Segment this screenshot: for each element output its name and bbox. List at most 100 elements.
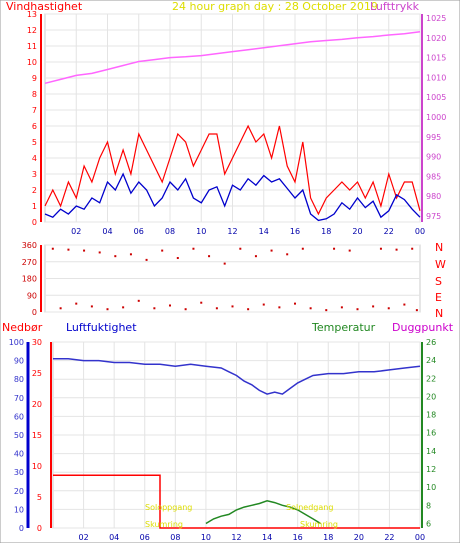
dir-point (129, 253, 132, 256)
humidity-line (53, 357, 421, 395)
temperature-label: Temperatur (311, 321, 376, 334)
dir-point (411, 247, 414, 250)
compass-e: E (435, 291, 442, 304)
bottom-x-tick-label: 18 (323, 533, 333, 542)
humidity-tick-label: 60 (14, 412, 24, 421)
dir-point (356, 308, 359, 311)
bottom-x-tick-label: 12 (231, 533, 241, 542)
temp-tick-label: 14 (426, 447, 436, 456)
bottom-x-tick-label: 04 (109, 533, 119, 542)
dir-point (403, 303, 406, 306)
dir-point (333, 247, 336, 250)
pressure-line (44, 31, 421, 85)
pressure-tick-label: 1015 (426, 54, 446, 63)
precip-tick-label: 0 (37, 524, 42, 533)
dir-point (67, 248, 70, 251)
top-x-tick-label: 06 (134, 227, 144, 236)
dir-point (90, 305, 93, 308)
humidity-tick-label: 40 (14, 450, 24, 459)
dir-point (145, 258, 148, 261)
pressure-tick-label: 980 (426, 192, 441, 201)
dir-point (395, 248, 398, 251)
compass-s: S (435, 275, 442, 288)
dir-point (98, 251, 101, 254)
dir-point (208, 255, 211, 258)
dir-point (387, 307, 390, 310)
dusk-label: Skumring (300, 520, 338, 529)
top-x-tick-label: 00 (415, 227, 425, 236)
dir-point (200, 301, 203, 304)
temp-tick-label: 6 (426, 519, 431, 528)
dir-point (340, 306, 343, 309)
dir-point (75, 302, 78, 305)
humidity-tick-label: 70 (14, 394, 24, 403)
dir-point (239, 247, 242, 250)
precip-tick-label: 25 (32, 369, 42, 378)
pressure-tick-label: 1020 (426, 34, 446, 43)
avg-wind-line (44, 172, 421, 222)
dir-point (309, 307, 312, 310)
dir-point (137, 299, 140, 302)
bottom-x-tick-label: 00 (415, 533, 425, 542)
dewpoint-label: Duggpunkt (392, 321, 454, 334)
bottom-x-tick-label: 16 (293, 533, 303, 542)
dir-point (415, 309, 418, 312)
dir-point (114, 255, 117, 258)
wind-speed-label: Vindhastighet (6, 0, 83, 13)
top-x-tick-label: 20 (352, 227, 362, 236)
top-x-tick-label: 08 (165, 227, 175, 236)
dir-point (122, 306, 125, 309)
precip-line (53, 474, 420, 529)
compass-w: W (435, 258, 446, 271)
top-x-tick-label: 02 (71, 227, 81, 236)
humidity-tick-label: 0 (19, 524, 24, 533)
dir-point (348, 249, 351, 252)
dir-point (83, 249, 86, 252)
dir-point (294, 302, 296, 305)
pressure-tick-label: 990 (426, 153, 441, 162)
dir-point (161, 249, 164, 252)
dir-point (59, 307, 62, 310)
dir-point (247, 308, 250, 311)
top-x-tick-label: 12 (227, 227, 237, 236)
sunrise-label: Soloppgang (145, 503, 192, 512)
top-x-tick-label: 04 (102, 227, 112, 236)
bottom-x-tick-label: 10 (201, 533, 211, 542)
dir-point (286, 253, 289, 256)
dir-point (192, 247, 195, 250)
compass-n-top: N (435, 241, 443, 254)
precip-tick-label: 30 (32, 338, 42, 347)
dir-point (215, 307, 218, 310)
dir-tick-label: 270 (22, 258, 37, 267)
dawn-label: Skumring (145, 520, 183, 529)
dir-tick-label: 0 (32, 308, 37, 317)
pressure-tick-label: 975 (426, 212, 441, 221)
temp-tick-label: 16 (426, 429, 436, 438)
dir-point (325, 309, 328, 312)
bottom-x-tick-label: 22 (384, 533, 394, 542)
dir-point (278, 306, 281, 309)
dir-point (184, 308, 187, 311)
wind-tick-label: 3 (32, 170, 37, 179)
dir-point (254, 255, 257, 258)
bottom-x-tick-label: 02 (78, 533, 88, 542)
humidity-tick-label: 80 (14, 375, 24, 384)
dir-point (153, 307, 156, 310)
dir-tick-label: 180 (22, 275, 37, 284)
temperature-line (205, 500, 321, 525)
precip-tick-label: 15 (32, 431, 42, 440)
dir-point (301, 247, 304, 250)
wind-tick-label: 2 (32, 186, 37, 195)
bottom-x-tick-label: 20 (354, 533, 364, 542)
sunset-label: Solnedgang (286, 503, 333, 512)
dir-point (372, 305, 375, 308)
pressure-tick-label: 985 (426, 172, 441, 181)
pressure-tick-label: 1025 (426, 14, 446, 23)
humidity-tick-label: 30 (14, 468, 24, 477)
precip-tick-label: 20 (32, 400, 42, 409)
dir-tick-label: 360 (22, 241, 37, 250)
humidity-tick-label: 10 (14, 505, 24, 514)
temp-tick-label: 8 (426, 501, 431, 510)
